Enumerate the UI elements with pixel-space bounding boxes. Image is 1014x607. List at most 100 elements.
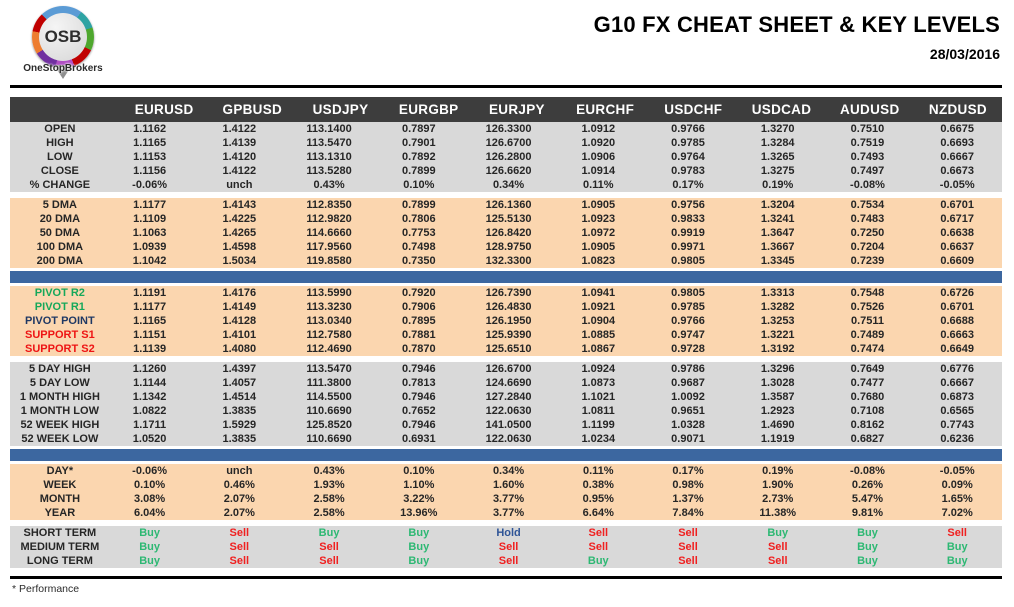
table-cell: 0.7510: [850, 123, 885, 135]
table-cell: 1.4128: [222, 315, 257, 327]
table-row: 50 DMA 1.1063 1.4265 114.6660 0.7753 126.8420…: [10, 226, 1002, 240]
column-header: EURJPY: [489, 102, 545, 117]
table-cell: 113.1310: [306, 151, 352, 163]
table-cell: 1.3192: [760, 343, 795, 355]
table-cell: 2.73%: [762, 493, 794, 505]
table-cell: Sell: [229, 541, 250, 553]
table-cell: 113.5470: [306, 363, 352, 375]
table-cell: 126.1360: [485, 199, 532, 211]
table-row: SHORT TERM Buy Sell Buy Buy Hold Sell Sell Buy Bu…: [10, 526, 1002, 540]
table-cell: 0.7534: [850, 199, 885, 211]
table-cell: 1.1162: [133, 123, 167, 135]
brand-logo: OSB OneStopBrokers: [20, 6, 106, 79]
table-cell: 0.7652: [401, 405, 436, 417]
table-cell: 0.7474: [850, 343, 885, 355]
table-cell: -0.06%: [132, 179, 168, 191]
row-label: PIVOT R1: [34, 301, 85, 313]
table-cell: 119.8580: [306, 255, 352, 267]
table-header-row: EURUSD GPBUSD USDJPY EURGBP EURJPY EURCHF USDC…: [10, 97, 1002, 122]
logo-brand-name: OneStopBrokers: [23, 63, 103, 74]
table-cell: 0.7239: [850, 255, 885, 267]
row-label: OPEN: [44, 123, 76, 135]
table-cell: 1.3221: [760, 329, 795, 341]
section-divider: [10, 449, 1002, 461]
table-cell: 0.7743: [940, 419, 975, 431]
table-cell: 0.7806: [401, 213, 436, 225]
table-cell: 0.9766: [671, 123, 705, 135]
table-cell: 1.1199: [581, 419, 615, 431]
table-cell: 127.2840: [485, 391, 532, 403]
table-cell: 0.9785: [671, 137, 705, 149]
table-cell: 0.38%: [582, 479, 614, 491]
table-cell: 1.4122: [222, 123, 257, 135]
row-label: 50 DMA: [39, 227, 81, 239]
table-cell: 1.60%: [492, 479, 525, 491]
row-label: MEDIUM TERM: [20, 541, 100, 553]
table-cell: 110.6690: [306, 433, 352, 445]
table-cell: 132.3300: [485, 255, 532, 267]
table-cell: Buy: [139, 541, 160, 553]
table-row: PIVOT R1 1.1177 1.4149 113.3230 0.7906 126.48…: [10, 300, 1002, 314]
table-cell: 122.0630: [485, 433, 532, 445]
table-cell: 0.7870: [401, 343, 436, 355]
table-cell: Sell: [678, 527, 698, 539]
table-cell: 1.1191: [133, 287, 167, 299]
table-row: DAY* -0.06% unch 0.43% 0.10% 0.34% 0.11% 0.17% 0…: [10, 464, 1002, 478]
table-cell: 0.9747: [671, 329, 705, 341]
table-cell: unch: [226, 465, 253, 477]
row-label: HIGH: [46, 137, 74, 149]
table-cell: Buy: [857, 555, 878, 567]
table-cell: 1.5034: [222, 255, 257, 267]
table-cell: 1.1021: [581, 391, 616, 403]
table-cell: 1.1177: [133, 301, 167, 313]
row-label: PIVOT R2: [34, 287, 85, 299]
table-cell: 0.7899: [401, 199, 436, 211]
table-cell: 7.84%: [672, 507, 704, 519]
table-cell: 0.9805: [671, 287, 705, 299]
table-cell: -0.05%: [939, 465, 975, 477]
table-cell: 1.4139: [222, 137, 257, 149]
row-label: 5 DAY LOW: [29, 377, 90, 389]
table-cell: 0.43%: [313, 179, 345, 191]
table-row: 52 WEEK HIGH 1.1711 1.5929 125.8520 0.7946 14…: [10, 418, 1002, 432]
table-cell: Buy: [857, 541, 878, 553]
table-cell: 0.7753: [401, 227, 436, 239]
table-cell: 7.02%: [941, 507, 973, 519]
table-cell: 1.0905: [581, 199, 616, 211]
table-cell: 1.1919: [760, 433, 795, 445]
table-cell: 128.9750: [485, 241, 532, 253]
table-row: 1 MONTH LOW 1.0822 1.3835 110.6690 0.7652 122…: [10, 404, 1002, 418]
table-cell: 2.58%: [313, 507, 345, 519]
table-cell: 0.11%: [582, 465, 614, 477]
table-cell: 9.81%: [851, 507, 884, 519]
table-cell: 0.6663: [940, 329, 975, 341]
table-cell: 0.7204: [850, 241, 885, 253]
table-cell: 114.6660: [306, 227, 352, 239]
table-cell: 1.0921: [581, 301, 616, 313]
table-cell: 0.7483: [850, 213, 885, 225]
column-header: AUDUSD: [839, 102, 900, 117]
table-row: CLOSE 1.1156 1.4122 113.5280 0.7899 126.6620 1…: [10, 164, 1002, 178]
table-cell: 0.7895: [401, 315, 436, 327]
table-cell: 1.3275: [760, 165, 795, 177]
table-cell: 6.04%: [134, 507, 166, 519]
table-cell: 1.90%: [762, 479, 794, 491]
table-cell: 0.9785: [671, 301, 705, 313]
column-header: NZDUSD: [928, 102, 987, 117]
table-cell: 0.7511: [850, 315, 884, 327]
column-header: EURUSD: [134, 102, 194, 117]
table-cell: -0.08%: [850, 465, 885, 477]
column-header: USDCAD: [751, 102, 812, 117]
table-cell: 0.7498: [401, 241, 436, 253]
table-cell: 0.34%: [492, 179, 525, 191]
table-cell: 1.3647: [760, 227, 795, 239]
logo-pin-tail: [54, 65, 72, 79]
logo-monogram: OSB: [39, 13, 87, 61]
table-cell: Hold: [496, 527, 521, 539]
table-cell: 1.0234: [581, 433, 616, 445]
table-cell: 110.6690: [306, 405, 352, 417]
table-cell: 1.1139: [133, 343, 167, 355]
table-cell: Sell: [588, 541, 609, 553]
table-cell: 1.0920: [581, 137, 616, 149]
table-cell: 1.3284: [760, 137, 795, 149]
